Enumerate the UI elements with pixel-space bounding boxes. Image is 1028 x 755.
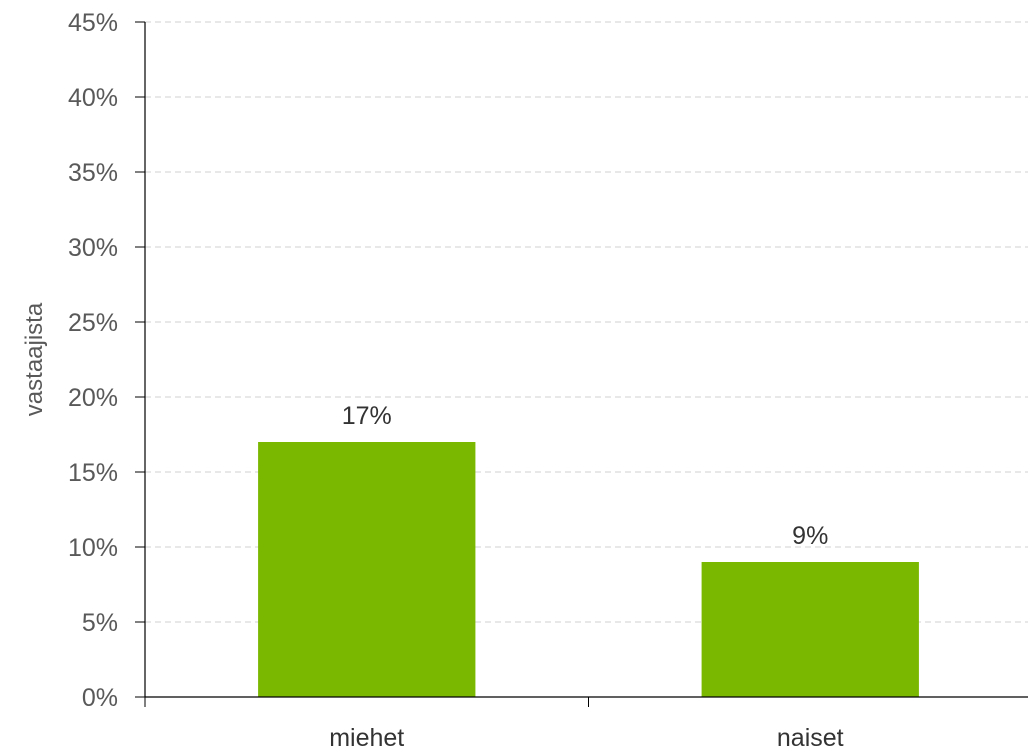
- x-tick-label: miehet: [329, 724, 404, 750]
- data-label: 9%: [792, 522, 828, 550]
- bars: [258, 442, 919, 697]
- y-tick-label: 5%: [82, 609, 118, 637]
- y-tick-label: 35%: [68, 159, 118, 187]
- data-label: 17%: [342, 402, 392, 430]
- gridlines: [145, 21, 1028, 623]
- bar-naiset: [701, 562, 919, 697]
- y-tick-label: 10%: [68, 534, 118, 562]
- y-tick-label: 15%: [68, 459, 118, 487]
- y-tick-label: 0%: [82, 684, 118, 712]
- y-tick-label: 25%: [68, 309, 118, 337]
- y-tick-label: 40%: [68, 84, 118, 112]
- x-tick-label: naiset: [777, 724, 844, 750]
- y-tick-label: 20%: [68, 384, 118, 412]
- y-axis-title: vastaajista: [21, 302, 48, 416]
- bar-miehet: [258, 442, 476, 697]
- y-tick-label: 30%: [68, 234, 118, 262]
- labels: 0% 5% 10% 15% 20% 25% 30% 35% 40% 45% 17% miehet 9% n…: [68, 9, 844, 752]
- axes: [135, 21, 1028, 707]
- y-tick-label: 45%: [68, 9, 118, 37]
